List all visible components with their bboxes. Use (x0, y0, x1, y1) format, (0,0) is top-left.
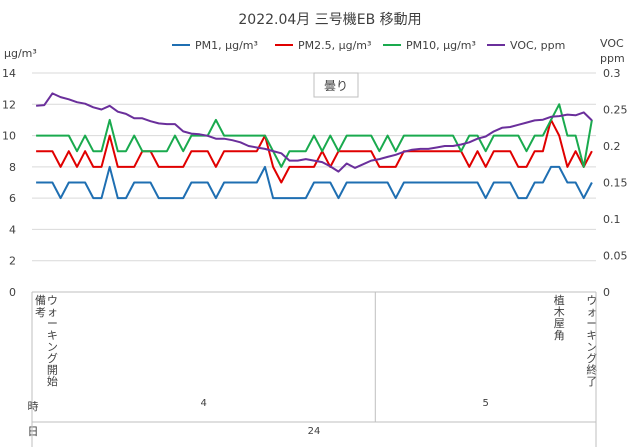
remark-label: ウォーキング終了 (586, 294, 597, 388)
remark-label-char: 植 (554, 293, 565, 307)
remark-label-char: 角 (554, 329, 565, 342)
legend-label: VOC, ppm (510, 39, 565, 52)
series-lines (36, 92, 593, 200)
annotation-box: 曇り (313, 72, 359, 98)
series-line (36, 92, 593, 173)
remark-label: ウォーキング開始 (47, 294, 58, 388)
right-tick-label: 0.2 (603, 140, 621, 153)
remark-label-char: ウ (47, 294, 58, 307)
legend: PM1, μg/m³ PM2.5, μg/m³ PM10, μg/m³ VOC, pp… (172, 39, 565, 52)
right-axis-unit-label: VOC ppm (600, 37, 625, 65)
right-tick-label: 0 (603, 286, 610, 299)
remark-label-char: ー (586, 317, 597, 330)
legend-label: PM1, μg/m³ (195, 39, 258, 52)
legend-label: PM2.5, μg/m³ (298, 39, 371, 52)
chart-title: 2022.04月 三号機EB 移動用 (238, 12, 421, 28)
annotation-frame (313, 72, 359, 98)
right-axis-unit-line: ppm (600, 52, 625, 65)
right-tick-label: 0.15 (603, 177, 628, 190)
hour-row-label: 時 (28, 400, 39, 413)
legend-label: PM10, μg/m³ (406, 39, 476, 52)
remarks-row-label: 備考 (35, 294, 46, 319)
remark-label-char: キ (47, 329, 58, 342)
series-line (36, 103, 593, 168)
left-axis-unit-label: μg/m³ (4, 47, 37, 60)
remark-label-char: 木 (554, 306, 565, 319)
left-tick-label: 0 (9, 286, 16, 299)
remark-label-char: グ (586, 351, 597, 365)
remark-label-char: 開 (47, 364, 58, 377)
remarks-row-label-char: 備 (35, 294, 46, 307)
series-line (36, 165, 593, 200)
remark-label-char: ォ (586, 306, 597, 319)
remark-label-char: 屋 (554, 317, 565, 330)
remark-label-char: 始 (47, 374, 58, 388)
hour-label: 4 (200, 398, 206, 409)
remark-label-char: ォ (47, 306, 58, 319)
remark-label-char: 終 (586, 363, 597, 377)
remark-label-char: キ (586, 329, 597, 342)
right-tick-label: 0.25 (603, 104, 628, 117)
left-tick-label: 14 (2, 67, 16, 80)
remark-label: 植木屋角 (554, 293, 565, 342)
remark-label-char: ウ (586, 294, 597, 307)
left-tick-label: 2 (9, 255, 16, 268)
annotation-text: 曇り (324, 79, 348, 93)
left-tick-label: 12 (2, 98, 16, 111)
right-tick-label: 0.05 (603, 250, 628, 263)
remark-label-char: ン (586, 340, 597, 353)
left-tick-label: 10 (2, 130, 16, 143)
day-row-label: 日 (28, 425, 39, 438)
right-axis-unit-line: VOC (600, 37, 624, 50)
remark-label-char: ン (47, 340, 58, 353)
remark-label-char: 了 (586, 375, 597, 388)
left-tick-label: 8 (9, 161, 16, 174)
hour-label: 5 (482, 398, 488, 409)
remark-label-char: ー (47, 317, 58, 330)
right-tick-label: 0.1 (603, 213, 621, 226)
left-tick-label: 6 (9, 192, 16, 205)
remark-label-char: グ (47, 351, 58, 365)
day-label: 24 (308, 426, 321, 437)
remarks-row-label-char: 考 (35, 306, 46, 319)
left-axis-ticks: 0 2 4 6 8 10 12 14 (2, 67, 16, 299)
right-axis-ticks: 0 0.05 0.1 0.15 0.2 0.25 0.3 (603, 67, 628, 299)
series-line (36, 118, 593, 184)
left-tick-label: 4 (9, 223, 16, 236)
right-tick-label: 0.3 (603, 67, 621, 80)
